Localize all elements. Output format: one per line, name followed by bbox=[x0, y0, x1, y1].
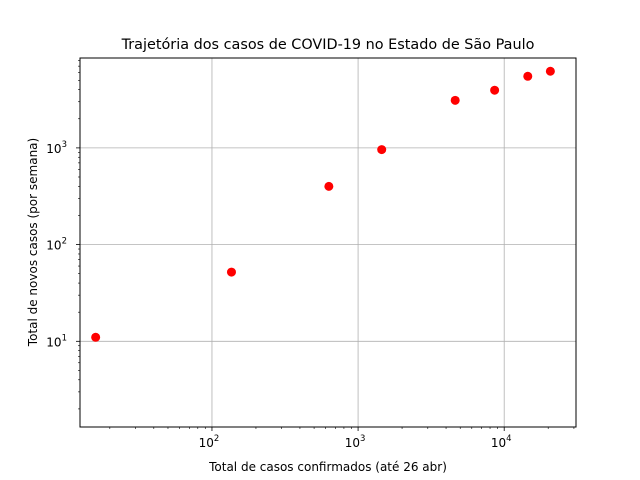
data-point bbox=[377, 145, 387, 155]
x-tick-label: 102 bbox=[199, 434, 220, 450]
y-tick-label: 102 bbox=[46, 237, 67, 253]
data-point bbox=[490, 85, 500, 95]
axis-ticks: 102 103 104 101 102 103 bbox=[46, 60, 575, 450]
grid-lines bbox=[80, 58, 576, 427]
plot-frame bbox=[79, 57, 577, 428]
chart-title: Trajetória dos casos de COVID-19 no Esta… bbox=[121, 37, 535, 53]
x-tick-label: 103 bbox=[345, 434, 366, 450]
data-point bbox=[91, 332, 101, 342]
y-tick-label: 101 bbox=[46, 333, 67, 349]
y-tick-label: 103 bbox=[46, 140, 67, 156]
y-axis-label: Total de novos casos (por semana) bbox=[26, 138, 40, 347]
x-axis-label: Total de casos confirmados (até 26 abr) bbox=[208, 460, 447, 474]
data-point bbox=[523, 71, 533, 81]
data-point bbox=[226, 267, 236, 277]
x-tick-label: 104 bbox=[491, 434, 512, 450]
data-point bbox=[545, 66, 555, 76]
data-point bbox=[324, 181, 334, 191]
data-point bbox=[450, 95, 460, 105]
data-points bbox=[91, 66, 555, 342]
